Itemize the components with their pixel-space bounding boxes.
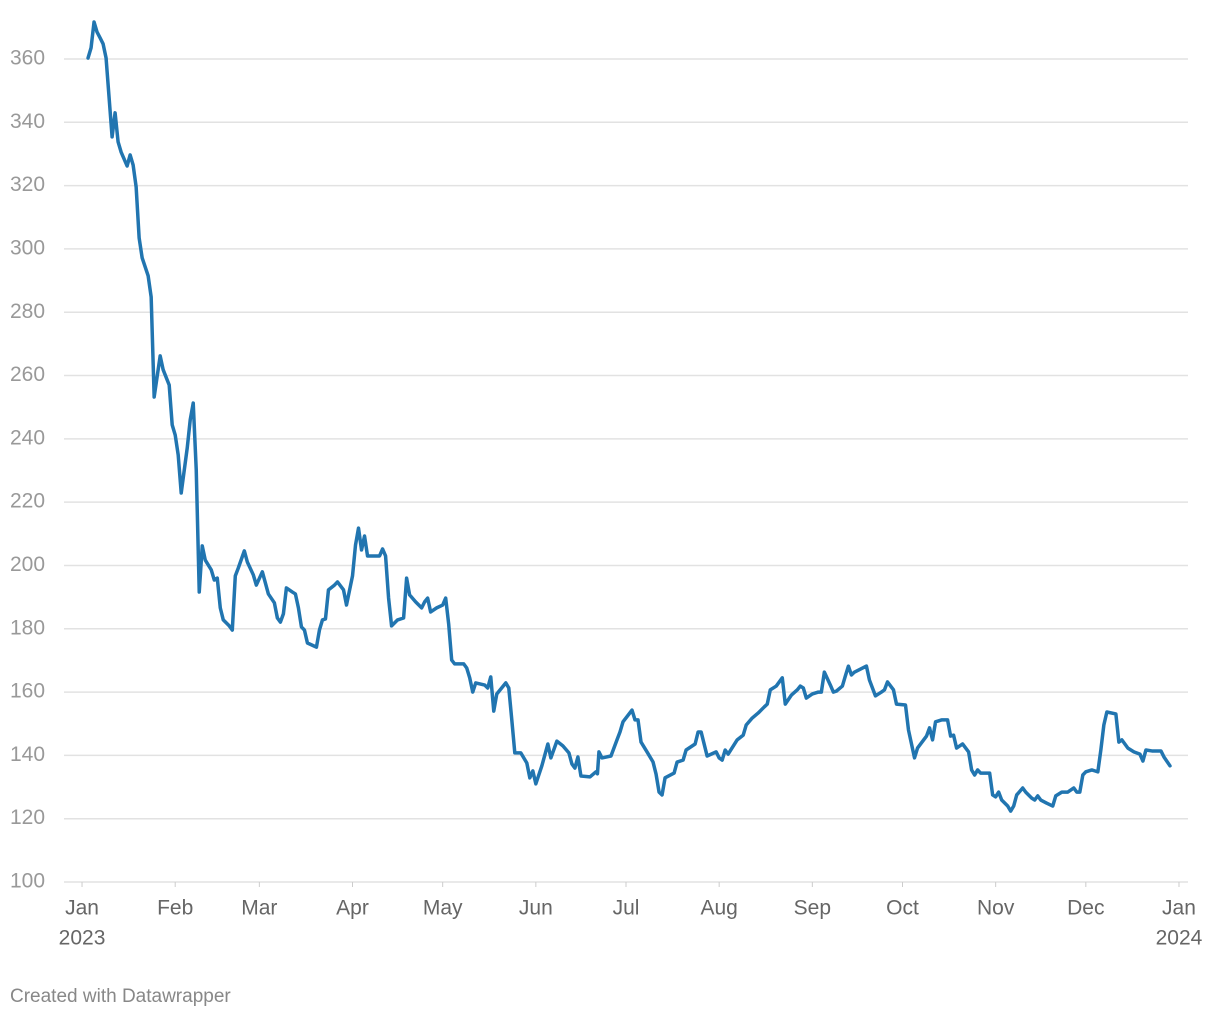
x-tick-label: Jun <box>519 897 553 920</box>
y-tick-label: 240 <box>10 426 45 449</box>
y-tick-label: 180 <box>10 616 45 639</box>
x-tick-label: Feb <box>157 897 193 920</box>
x-tick-label: May <box>423 897 463 920</box>
y-tick-label: 340 <box>10 110 45 133</box>
y-tick-label: 320 <box>10 173 45 196</box>
x-tick-label: Aug <box>700 897 737 920</box>
x-tick-label: Jul <box>613 897 640 920</box>
credit: Created with Datawrapper <box>10 986 231 1007</box>
x-tick-label: Sep <box>794 897 831 920</box>
x-tick-label: Nov <box>977 897 1015 920</box>
y-tick-label: 280 <box>10 300 45 323</box>
x-tick-label: Mar <box>241 897 277 920</box>
y-tick-label: 140 <box>10 743 45 766</box>
y-tick-label: 200 <box>10 553 45 576</box>
y-tick-label: 160 <box>10 680 45 703</box>
x-tick-label: Jan <box>65 897 99 920</box>
x-tick-label: Oct <box>886 897 919 920</box>
y-tick-label: 300 <box>10 236 45 259</box>
y-tick-label: 120 <box>10 806 45 829</box>
y-tick-label: 220 <box>10 490 45 513</box>
y-tick-label: 260 <box>10 363 45 386</box>
x-year-label: 2024 <box>1156 927 1203 950</box>
x-tick-label: Dec <box>1067 897 1104 920</box>
data-line <box>86 20 1172 813</box>
y-tick-label: 100 <box>10 870 45 893</box>
x-tick-label: Apr <box>336 897 369 920</box>
y-tick-label: 360 <box>10 47 45 70</box>
x-year-label: 2023 <box>59 927 106 950</box>
x-tick-label: Jan <box>1162 897 1196 920</box>
